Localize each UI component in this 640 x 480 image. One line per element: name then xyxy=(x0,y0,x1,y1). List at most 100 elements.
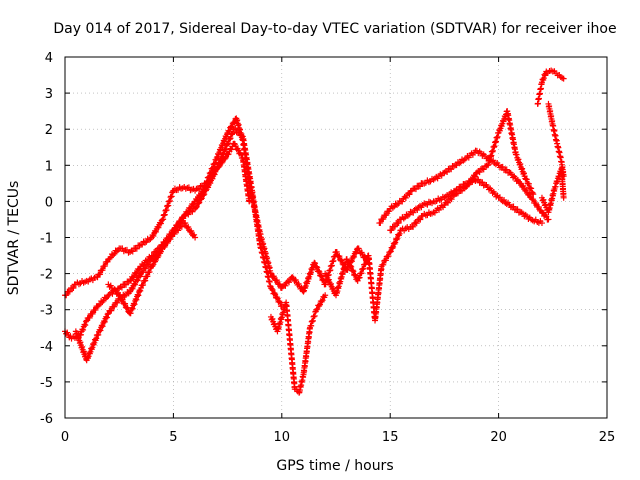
interpolated-point xyxy=(327,280,334,287)
interpolated-point xyxy=(191,231,198,238)
interpolated-point xyxy=(132,245,139,252)
interpolated-point xyxy=(479,179,486,186)
interpolated-point xyxy=(82,318,89,325)
interpolated-point xyxy=(292,276,299,283)
interpolated-point xyxy=(445,199,452,206)
interpolated-point xyxy=(349,267,356,274)
interpolated-point xyxy=(103,314,110,321)
interpolated-point xyxy=(95,331,102,338)
interpolated-point xyxy=(66,288,73,295)
interpolated-point xyxy=(317,272,324,279)
interpolated-point xyxy=(273,294,280,301)
interpolated-point xyxy=(215,163,222,170)
interpolated-point xyxy=(345,258,352,265)
interpolated-point xyxy=(122,281,129,288)
interpolated-point xyxy=(86,349,93,356)
interpolated-point xyxy=(358,270,365,277)
interpolated-point xyxy=(128,247,135,254)
interpolated-point xyxy=(523,186,530,193)
interpolated-point xyxy=(104,258,111,265)
interpolated-point xyxy=(222,154,229,161)
y-tick-label: 1 xyxy=(45,159,53,174)
interpolated-point xyxy=(218,159,225,166)
interpolated-point xyxy=(540,196,547,203)
interpolated-point xyxy=(95,302,102,309)
interpolated-point xyxy=(518,209,525,216)
interpolated-point xyxy=(503,166,510,173)
interpolated-point xyxy=(517,160,524,167)
interpolated-point xyxy=(127,310,134,317)
interpolated-point xyxy=(129,285,136,292)
interpolated-point xyxy=(393,202,400,209)
interpolated-point xyxy=(271,289,278,296)
interpolated-point xyxy=(316,269,323,276)
interpolated-point xyxy=(333,248,340,255)
interpolated-point xyxy=(162,242,169,249)
interpolated-point xyxy=(541,71,548,78)
interpolated-point xyxy=(89,310,96,317)
interpolated-point xyxy=(380,216,387,223)
interpolated-point xyxy=(459,184,466,191)
interpolated-point xyxy=(185,223,192,230)
interpolated-point xyxy=(93,335,100,342)
interpolated-point xyxy=(135,292,142,299)
interpolated-point xyxy=(270,273,277,280)
interpolated-point xyxy=(399,198,406,205)
data-point xyxy=(538,220,545,227)
interpolated-point xyxy=(155,224,162,231)
y-tick-label: 0 xyxy=(45,195,53,210)
interpolated-point xyxy=(457,183,464,190)
interpolated-point xyxy=(121,293,128,300)
interpolated-point xyxy=(525,180,532,187)
interpolated-point xyxy=(410,209,417,216)
interpolated-point xyxy=(99,323,106,330)
interpolated-point xyxy=(114,299,121,306)
interpolated-point xyxy=(222,146,229,153)
interpolated-point xyxy=(524,213,531,220)
interpolated-point xyxy=(450,163,457,170)
data-points xyxy=(62,67,567,396)
interpolated-point xyxy=(187,205,194,212)
interpolated-point xyxy=(268,285,275,292)
interpolated-point xyxy=(229,130,236,137)
interpolated-point xyxy=(396,230,403,237)
interpolated-point xyxy=(117,283,124,290)
interpolated-point xyxy=(336,253,343,260)
interpolated-point xyxy=(410,223,417,230)
interpolated-point xyxy=(273,277,280,284)
interpolated-point xyxy=(193,203,200,210)
interpolated-point xyxy=(63,292,70,299)
y-tick-label: 4 xyxy=(45,51,53,66)
interpolated-point xyxy=(388,227,395,234)
interpolated-point xyxy=(226,136,233,143)
interpolated-point xyxy=(238,132,245,139)
interpolated-point xyxy=(490,157,497,164)
interpolated-point xyxy=(454,187,461,194)
interpolated-point xyxy=(360,265,367,272)
interpolated-point xyxy=(501,197,508,204)
interpolated-point xyxy=(448,196,455,203)
interpolated-point xyxy=(194,197,201,204)
y-tick-label: 3 xyxy=(45,87,53,102)
interpolated-point xyxy=(519,165,526,172)
interpolated-point xyxy=(519,210,526,217)
interpolated-point xyxy=(102,262,109,269)
chart-title: Day 014 of 2017, Sidereal Day-to-day VTE… xyxy=(53,21,616,37)
interpolated-point xyxy=(175,222,182,229)
interpolated-point xyxy=(351,253,358,260)
interpolated-point xyxy=(197,193,204,200)
interpolated-point xyxy=(221,147,228,154)
interpolated-point xyxy=(402,194,409,201)
interpolated-point xyxy=(133,296,140,303)
interpolated-point xyxy=(400,215,407,222)
data-point xyxy=(105,292,112,299)
x-tick-label: 10 xyxy=(274,430,291,445)
interpolated-point xyxy=(442,168,449,175)
x-tick-label: 25 xyxy=(599,430,616,445)
interpolated-point xyxy=(172,225,179,232)
interpolated-point xyxy=(513,151,520,158)
interpolated-point xyxy=(315,267,322,274)
interpolated-point xyxy=(182,219,189,226)
interpolated-point xyxy=(448,166,455,173)
interpolated-point xyxy=(122,300,129,307)
